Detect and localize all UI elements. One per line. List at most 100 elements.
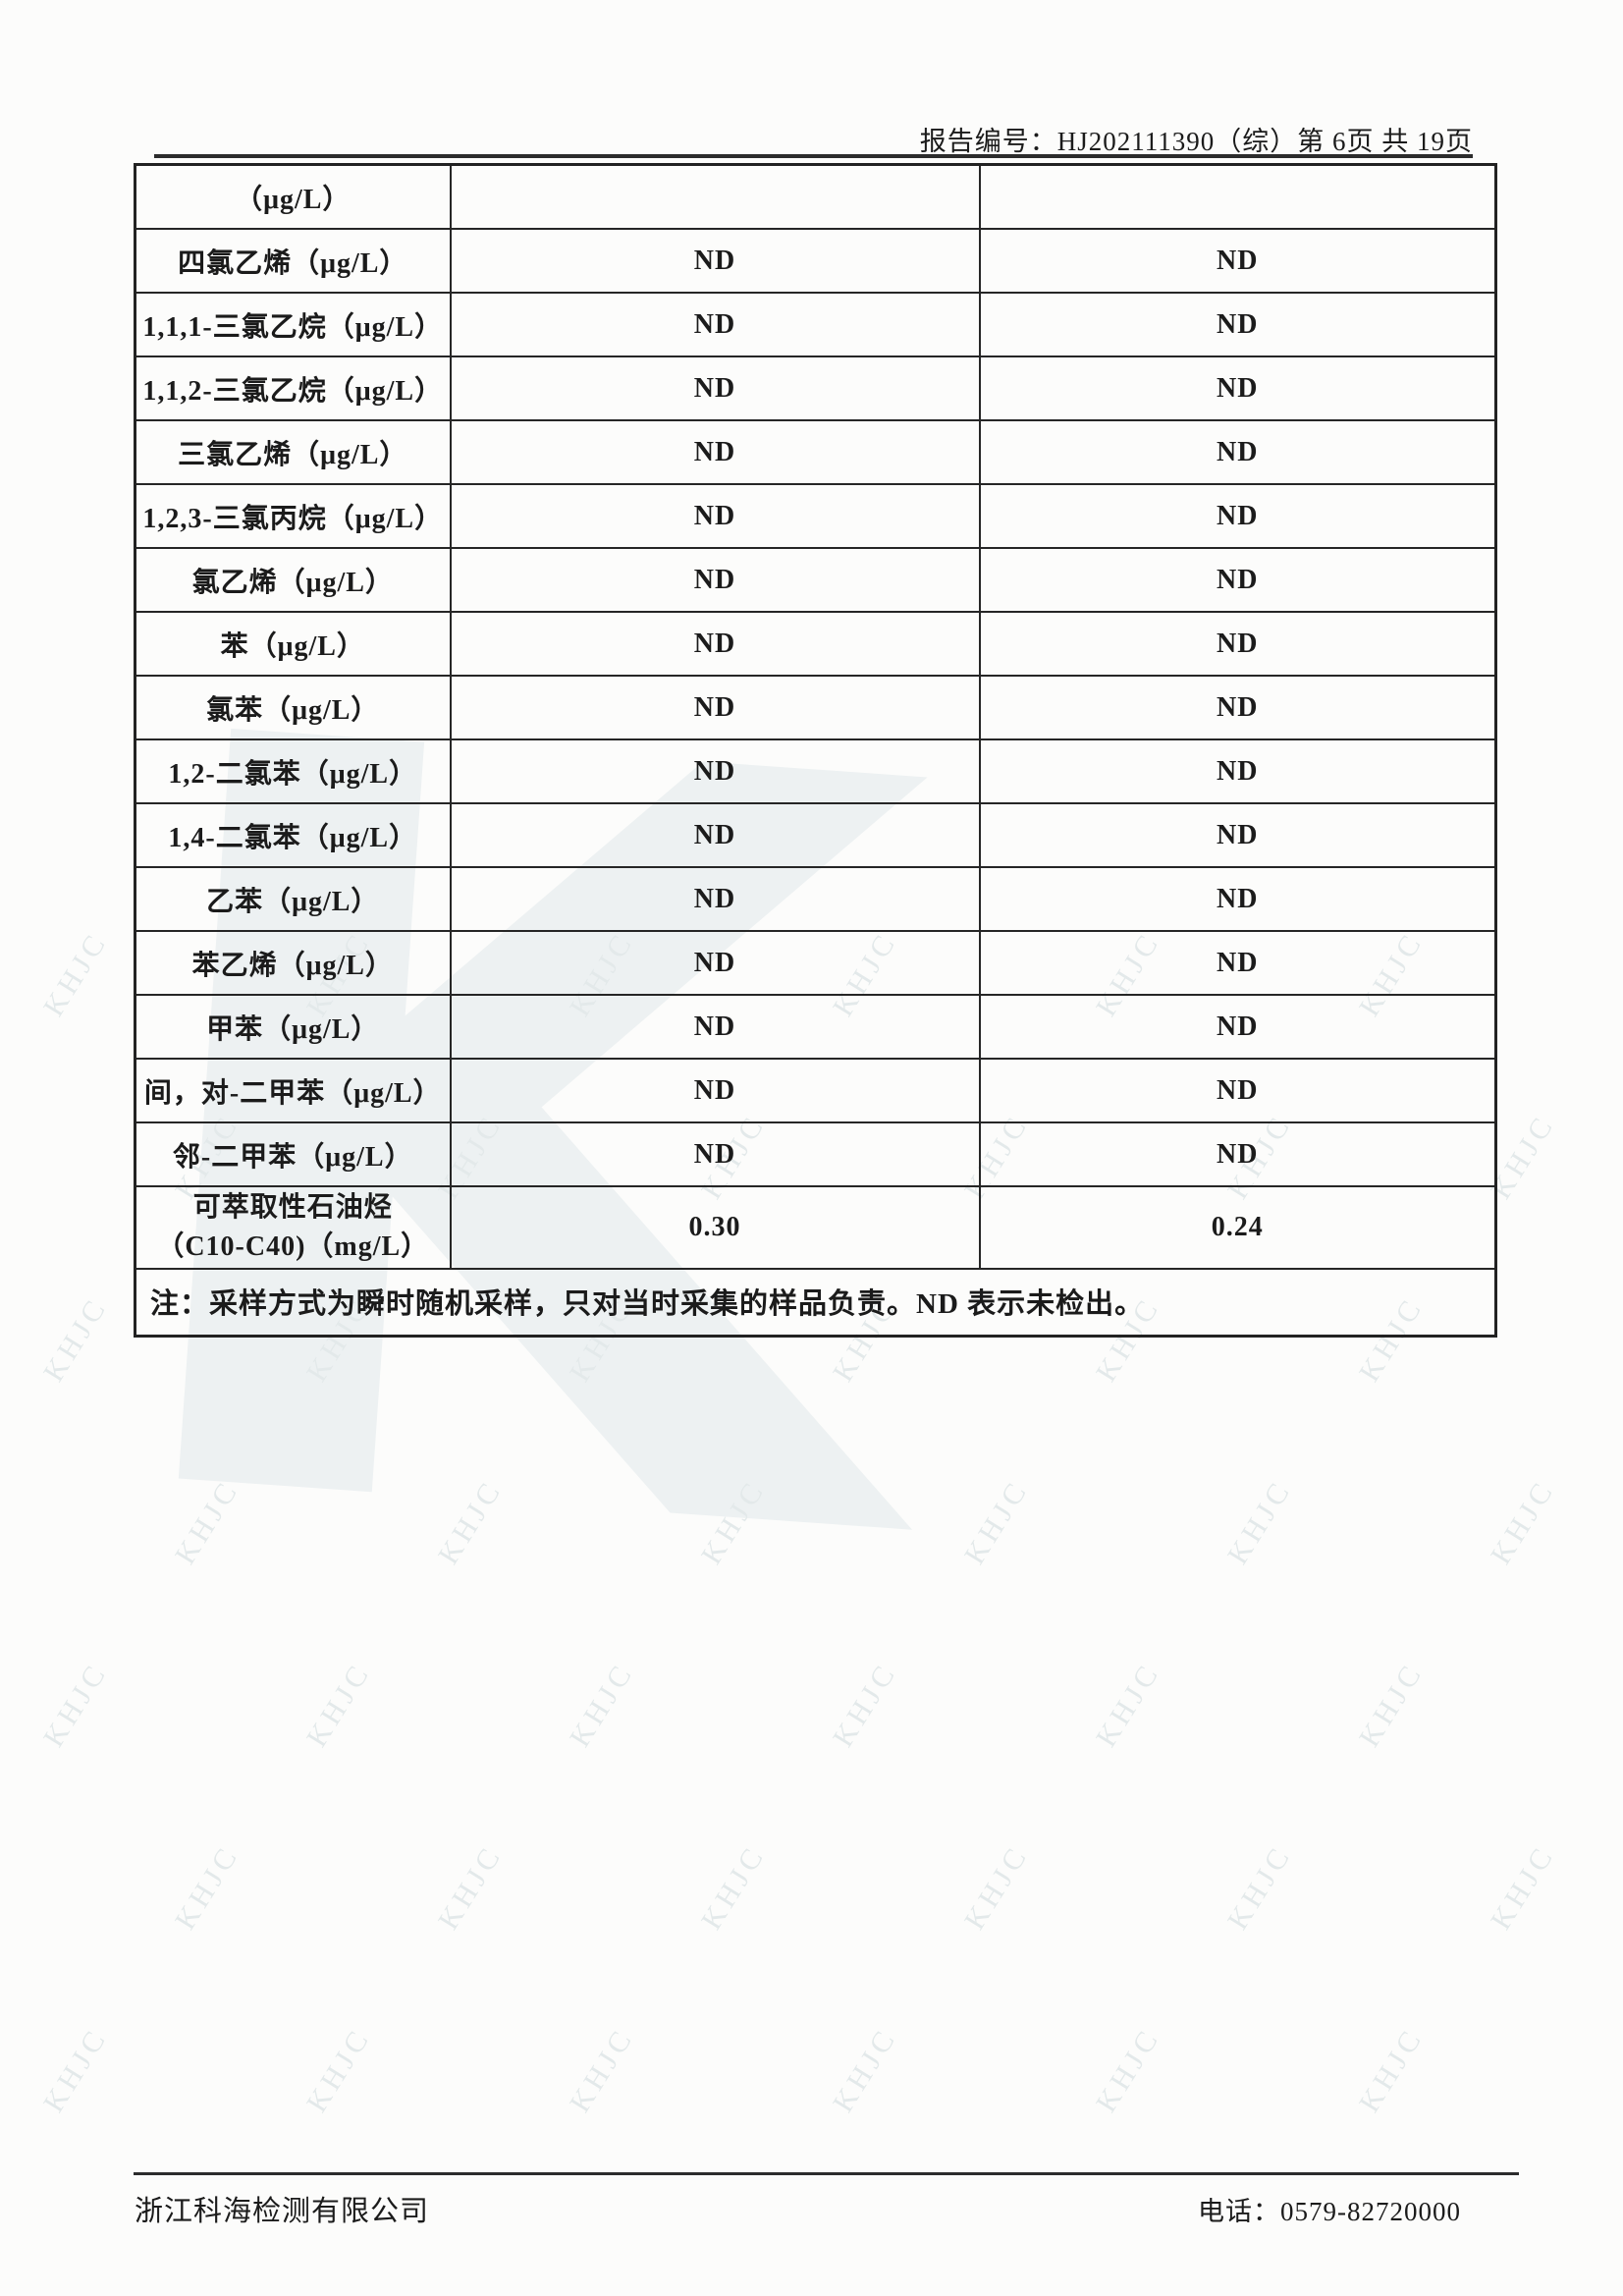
watermark-text: KHJC xyxy=(957,1838,1036,1936)
result-value: ND xyxy=(978,675,1497,740)
watermark-text: KHJC xyxy=(563,1656,641,1753)
table-row: 氯乙烯（μg/L） ND ND xyxy=(134,547,1497,613)
result-value: ND xyxy=(978,292,1497,357)
result-value: ND xyxy=(978,483,1497,549)
table-header-continuation-row: （μg/L） xyxy=(134,163,1497,230)
watermark-text: KHJC xyxy=(1484,1838,1562,1936)
table-row: 1,1,1-三氯乙烷（μg/L） ND ND xyxy=(134,292,1497,357)
watermark-text: KHJC xyxy=(36,1656,115,1753)
watermark-text: KHJC xyxy=(431,1838,510,1936)
result-value: ND xyxy=(978,228,1497,294)
result-value: ND xyxy=(978,611,1497,677)
result-value: ND xyxy=(449,547,981,613)
analyte-label: 乙苯（μg/L） xyxy=(134,866,452,932)
footer-rule xyxy=(134,2172,1519,2175)
watermark-text: KHJC xyxy=(1484,1473,1562,1570)
table-row: 1,1,2-三氯乙烷（μg/L） ND ND xyxy=(134,355,1497,421)
company-name: 浙江科海检测有限公司 xyxy=(135,2196,430,2227)
result-value xyxy=(978,163,1497,230)
analyte-label: 苯乙烯（μg/L） xyxy=(134,930,452,996)
table-row: 四氯乙烯（μg/L） ND ND xyxy=(134,228,1497,294)
analyte-label: 可萃取性石油烃 （C10-C40)（mg/L） xyxy=(134,1185,452,1270)
watermark-text: KHJC xyxy=(1220,1838,1299,1936)
result-value: ND xyxy=(449,930,981,996)
analyte-label: 三氯乙烯（μg/L） xyxy=(134,419,452,485)
table-row: 乙苯（μg/L） ND ND xyxy=(134,866,1497,932)
result-value: ND xyxy=(978,1121,1497,1187)
analyte-label: 氯苯（μg/L） xyxy=(134,675,452,740)
result-value: ND xyxy=(449,675,981,740)
analyte-label: 间，对-二甲苯（μg/L） xyxy=(134,1058,452,1123)
watermark-text: KHJC xyxy=(694,1838,773,1936)
table-row: 1,2,3-三氯丙烷（μg/L） ND ND xyxy=(134,483,1497,549)
result-value: ND xyxy=(978,738,1497,804)
result-value: ND xyxy=(978,994,1497,1060)
result-value xyxy=(449,163,981,230)
watermark-text: KHJC xyxy=(1352,2021,1431,2118)
watermark-text: KHJC xyxy=(826,2021,904,2118)
analyte-label: 甲苯（μg/L） xyxy=(134,994,452,1060)
watermark-text: KHJC xyxy=(36,2021,115,2118)
watermark-text: KHJC xyxy=(563,2021,641,2118)
result-value: ND xyxy=(978,866,1497,932)
analyte-label: 苯（μg/L） xyxy=(134,611,452,677)
watermark-text: KHJC xyxy=(694,1473,773,1570)
result-value: ND xyxy=(449,802,981,868)
table-row: 邻-二甲苯（μg/L） ND ND xyxy=(134,1121,1497,1187)
result-value: ND xyxy=(978,547,1497,613)
report-number-and-page: 报告编号：HJ202111390（综）第 6页 共 19页 xyxy=(919,127,1473,156)
watermark-text: KHJC xyxy=(1352,1656,1431,1753)
result-value: 0.30 xyxy=(449,1185,981,1270)
watermark-text: KHJC xyxy=(168,1473,246,1570)
results-table: （μg/L） 四氯乙烯（μg/L） ND ND 1,1,1-三氯乙烷（μg/L） ND ND… xyxy=(134,163,1497,1338)
result-value: ND xyxy=(449,1058,981,1123)
table-row: 间，对-二甲苯（μg/L） ND ND xyxy=(134,1058,1497,1123)
phone-number: 电话：0579-82720000 xyxy=(1198,2197,1461,2226)
watermark-text: KHJC xyxy=(1220,1473,1299,1570)
watermark-text: KHJC xyxy=(299,2021,378,2118)
table-row: 可萃取性石油烃 （C10-C40)（mg/L） 0.30 0.24 xyxy=(134,1185,1497,1270)
watermark-text: KHJC xyxy=(1089,2021,1167,2118)
result-value: ND xyxy=(978,1058,1497,1123)
table-row: 苯（μg/L） ND ND xyxy=(134,611,1497,677)
header-rule xyxy=(154,154,1473,158)
result-value: ND xyxy=(449,1121,981,1187)
watermark-text: KHJC xyxy=(299,1656,378,1753)
analyte-label: 1,4-二氯苯（μg/L） xyxy=(134,802,452,868)
watermark-text: KHJC xyxy=(1089,1656,1167,1753)
result-value: ND xyxy=(449,292,981,357)
watermark-text: KHJC xyxy=(36,1290,115,1388)
result-value: ND xyxy=(978,355,1497,421)
result-value: ND xyxy=(978,419,1497,485)
analyte-label: 邻-二甲苯（μg/L） xyxy=(134,1121,452,1187)
table-note-row: 注：采样方式为瞬时随机采样，只对当时采集的样品负责。ND 表示未检出。 xyxy=(134,1268,1497,1338)
analyte-label: （μg/L） xyxy=(134,163,452,230)
table-row: 1,2-二氯苯（μg/L） ND ND xyxy=(134,738,1497,804)
result-value: ND xyxy=(449,611,981,677)
analyte-label: 四氯乙烯（μg/L） xyxy=(134,228,452,294)
watermark-text: KHJC xyxy=(957,1473,1036,1570)
analyte-label: 1,1,2-三氯乙烷（μg/L） xyxy=(134,355,452,421)
analyte-label: 1,1,1-三氯乙烷（μg/L） xyxy=(134,292,452,357)
table-row: 1,4-二氯苯（μg/L） ND ND xyxy=(134,802,1497,868)
result-value: 0.24 xyxy=(978,1185,1497,1270)
result-value: ND xyxy=(449,228,981,294)
sampling-note: 注：采样方式为瞬时随机采样，只对当时采集的样品负责。ND 表示未检出。 xyxy=(134,1268,1497,1338)
table-row: 苯乙烯（μg/L） ND ND xyxy=(134,930,1497,996)
result-value: ND xyxy=(978,930,1497,996)
result-value: ND xyxy=(449,994,981,1060)
watermark-text: KHJC xyxy=(36,925,115,1022)
result-value: ND xyxy=(449,866,981,932)
page-header: 报告编号：HJ202111390（综）第 6页 共 19页 xyxy=(920,120,1473,158)
watermark-text: KHJC xyxy=(168,1838,246,1936)
analyte-label: 1,2,3-三氯丙烷（μg/L） xyxy=(134,483,452,549)
table-row: 甲苯（μg/L） ND ND xyxy=(134,994,1497,1060)
result-value: ND xyxy=(449,483,981,549)
table-row: 三氯乙烯（μg/L） ND ND xyxy=(134,419,1497,485)
result-value: ND xyxy=(449,355,981,421)
analyte-label: 1,2-二氯苯（μg/L） xyxy=(134,738,452,804)
watermark-text: KHJC xyxy=(431,1473,510,1570)
result-value: ND xyxy=(449,738,981,804)
analyte-label: 氯乙烯（μg/L） xyxy=(134,547,452,613)
